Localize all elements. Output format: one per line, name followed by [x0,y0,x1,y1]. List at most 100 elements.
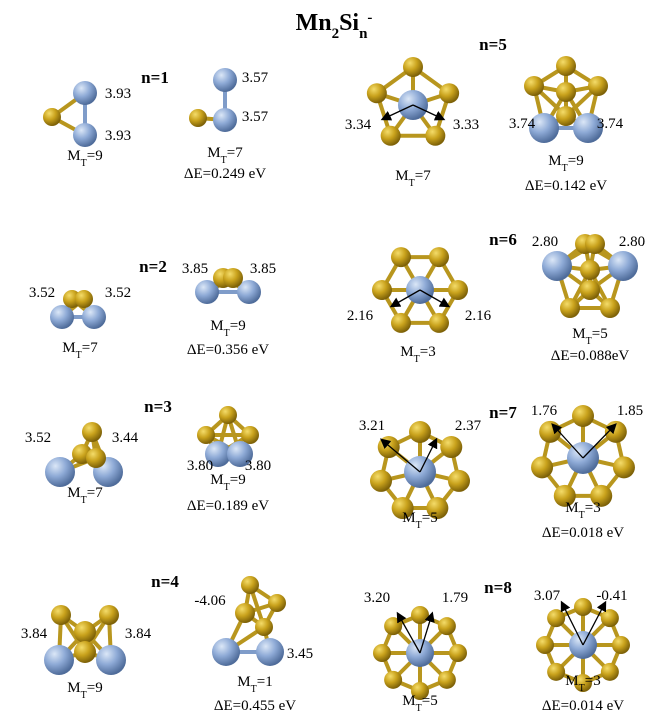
mt-value: =7 [227,145,243,161]
total-moment: MT=9 [210,318,245,339]
mt-value: =9 [568,153,584,169]
si-atom [403,57,423,77]
mt-symbol: M [402,510,415,526]
si-atom [380,125,401,146]
mt-sub: T [76,350,82,361]
moment-label: -4.06 [194,593,226,609]
mt-sub: T [586,336,592,347]
moment-label: 3.85 [250,261,276,277]
si-atom [547,662,566,681]
mn-atom [213,68,237,92]
si-atom [439,83,460,104]
si-atom [553,484,576,507]
moment-label: 1.85 [617,403,643,419]
cluster [370,421,470,520]
moment-label: 3.80 [187,458,213,474]
si-atom [580,260,600,280]
group-label: n=8 [484,578,512,597]
total-moment: MT=3 [400,344,435,365]
total-moment: MT=9 [548,153,583,174]
si-atom [384,617,403,636]
cluster [531,405,635,507]
si-atom [219,406,237,424]
arrow [560,600,584,646]
total-moment: MT=5 [572,326,607,347]
moment-label: 3.80 [245,458,271,474]
mt-symbol: M [67,680,80,696]
si-atom [391,312,411,333]
mt-symbol: M [395,168,408,184]
si-atom [197,426,215,444]
energy-difference: ΔE=0.189 eV [187,498,269,514]
moment-label: 1.79 [442,590,468,606]
si-atom [74,641,96,663]
mn-atom [73,81,97,105]
total-moment: MT=9 [67,148,102,169]
si-atom [82,422,102,442]
mt-sub: T [81,158,87,169]
mt-sub: T [579,510,585,521]
total-moment: MT=7 [207,145,243,166]
title-sup: - [367,10,372,26]
moment-label: 3.74 [509,116,536,132]
si-atom [377,436,400,459]
mt-value: =1 [257,674,273,690]
mt-sub: T [409,178,415,189]
group-label: n=2 [139,257,167,276]
si-atom [99,605,119,625]
title: Mn2Sin- [296,10,373,42]
energy-difference: ΔE=0.088eV [551,348,630,364]
si-atom [448,280,468,300]
cluster [542,234,638,318]
mt-value: =7 [87,485,103,501]
mt-value: =3 [420,344,436,360]
si-atom [560,298,580,318]
energy-difference: ΔE=0.249 eV [184,166,266,182]
cluster [189,68,237,132]
si-atom [580,280,600,300]
total-moment: MT=1 [237,674,272,695]
moment-label: 3.93 [105,128,131,144]
arrow [419,611,435,654]
moment-label: 3.45 [287,646,313,662]
mt-value: =7 [415,168,431,184]
title-sub: n [359,26,368,42]
mt-value: =7 [82,340,98,356]
si-atom [372,280,392,300]
mt-sub: T [416,703,422,714]
mt-sub: T [81,690,87,701]
arrow [551,423,584,459]
si-atom [600,298,620,318]
si-atom [588,76,608,96]
mn-atom [573,113,603,143]
moment-label: 3.84 [21,626,48,642]
si-atom [384,670,403,689]
mt-sub: T [224,482,230,493]
si-atom [600,609,619,628]
mt-value: =3 [585,500,601,516]
moment-label: 3.57 [242,109,269,125]
si-atom [574,674,592,692]
mn-atom [195,280,219,304]
mt-symbol: M [572,326,585,342]
cluster [44,605,126,675]
moment-label: 3.33 [453,117,479,133]
title-part: Mn [296,10,332,36]
si-atom [409,421,431,443]
si-atom [43,108,61,126]
mn-atom [213,108,237,132]
moment-label: 3.93 [105,86,131,102]
arrow [419,437,438,473]
moment-label: 3.07 [534,588,561,604]
si-atom [241,426,259,444]
mt-value: =3 [585,673,601,689]
si-atom [426,497,449,520]
mt-symbol: M [210,472,223,488]
total-moment: MT=9 [210,472,245,493]
si-atom [411,606,429,624]
si-atom [437,670,456,689]
cluster [372,247,468,333]
mt-value: =5 [422,510,438,526]
mn-atom [50,305,74,329]
